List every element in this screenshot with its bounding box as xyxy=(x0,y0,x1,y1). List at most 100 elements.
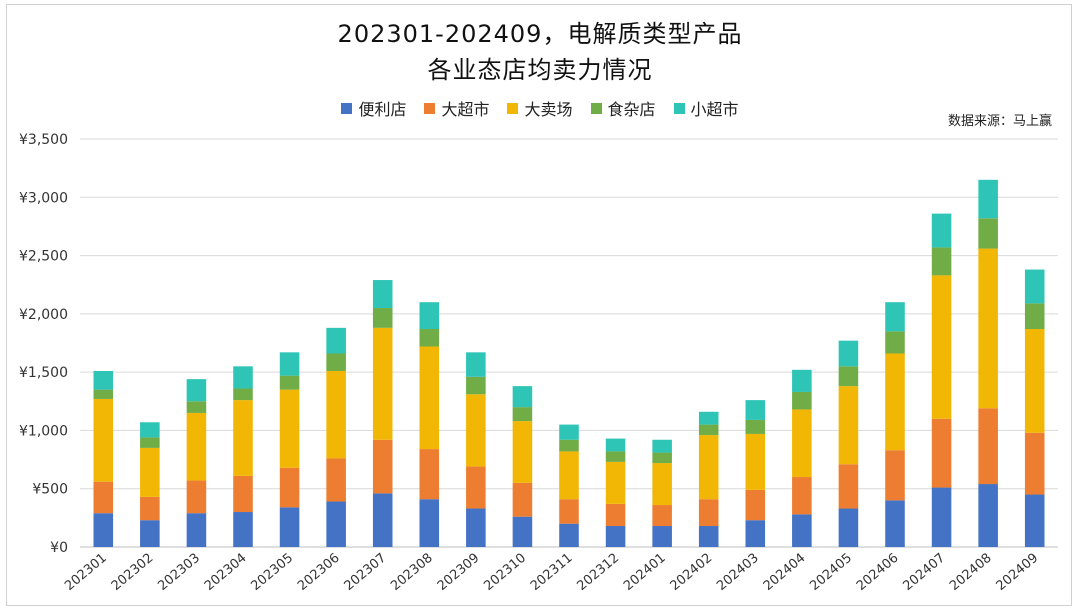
bar-segment xyxy=(838,386,859,465)
data-source-note: 数据来源：马上赢 xyxy=(947,114,1052,129)
chart-frame xyxy=(6,4,1072,606)
bar-segment xyxy=(279,389,300,468)
bar-segment xyxy=(233,512,253,547)
bar-segment xyxy=(559,424,579,440)
bar-segment xyxy=(140,520,160,547)
x-tick-label: 202408 xyxy=(947,551,995,594)
legend-label: 食杂店 xyxy=(607,100,656,119)
bar-segment xyxy=(792,514,812,547)
bar-segment xyxy=(559,499,579,524)
legend-swatch xyxy=(673,102,685,114)
legend-item-dachaoshi: 大超市 xyxy=(424,96,489,120)
bar-segment xyxy=(419,302,440,330)
bar-segment xyxy=(372,308,393,328)
legend-item-shizadian: 食杂店 xyxy=(590,96,656,120)
bar-segment xyxy=(419,329,440,347)
chart-title: 202301-202409，电解质类型产品 xyxy=(337,20,743,48)
bar-segment xyxy=(885,500,905,547)
bar-segment xyxy=(233,400,253,476)
x-tick-label: 202404 xyxy=(761,551,809,594)
bar-segment xyxy=(326,327,346,354)
bar-segment xyxy=(512,482,533,517)
bar-segment xyxy=(140,422,160,438)
x-tick-label: 202406 xyxy=(854,551,902,594)
bar-segment xyxy=(93,481,114,514)
bar-segment xyxy=(745,489,766,521)
bar-segment xyxy=(186,513,207,547)
x-tick-label: 202311 xyxy=(528,551,576,594)
bar-segment xyxy=(792,369,812,392)
bar-segment xyxy=(466,466,486,509)
bar-segment xyxy=(140,437,160,448)
legend-swatch xyxy=(424,102,436,114)
x-tick-label: 202403 xyxy=(714,551,762,594)
x-tick-label: 202307 xyxy=(342,551,390,594)
bar-segment xyxy=(652,439,672,453)
bar-segment xyxy=(279,507,300,547)
bar-segment xyxy=(1024,303,1045,330)
bar-segment xyxy=(512,386,533,408)
x-tick-label: 202309 xyxy=(435,551,483,594)
x-tick-label: 202305 xyxy=(248,551,296,594)
bar-segment xyxy=(186,379,207,402)
bar-segment xyxy=(978,484,998,547)
x-tick-label: 202312 xyxy=(574,551,622,594)
bar-segment xyxy=(466,352,486,377)
bar-segment xyxy=(233,366,253,389)
bar-segment xyxy=(512,421,533,483)
bar-segment xyxy=(792,409,812,478)
x-tick-label: 202310 xyxy=(481,551,529,594)
x-tick-label: 202405 xyxy=(807,551,855,594)
bar-segment xyxy=(326,458,346,502)
bar-segment xyxy=(93,398,114,482)
legend-swatch xyxy=(507,102,519,114)
bar-segment xyxy=(419,499,440,547)
bar-segment xyxy=(792,477,812,515)
bar-segment xyxy=(652,526,672,547)
bar-segment xyxy=(745,433,766,490)
bar-segment xyxy=(279,467,300,508)
bar-segment xyxy=(745,400,766,420)
bar-segment xyxy=(279,375,300,390)
bar-segment xyxy=(978,218,998,249)
bar-segment xyxy=(1024,329,1045,433)
bar-segment xyxy=(978,179,998,219)
bar-segment xyxy=(652,505,672,527)
chart-legend: 便利店 大超市 大卖场 食杂店 小超市 xyxy=(0,96,1080,120)
bar-segment xyxy=(233,388,253,401)
bar-segment xyxy=(698,424,719,436)
legend-item-bianlidian: 便利店 xyxy=(341,96,406,120)
bar-segment xyxy=(419,346,440,450)
y-tick-label: ¥2,500 xyxy=(19,249,68,265)
legend-label: 小超市 xyxy=(690,100,739,119)
bar-segment xyxy=(838,366,859,387)
bar-segment xyxy=(838,508,859,547)
bar-segment xyxy=(559,523,579,547)
bar-segment xyxy=(1024,269,1045,304)
bar-segment xyxy=(466,376,486,395)
bar-segment xyxy=(140,496,160,521)
x-tick-label: 202409 xyxy=(994,551,1042,594)
bar-segment xyxy=(838,340,859,367)
bar-segment xyxy=(838,464,859,509)
y-tick-label: ¥0 xyxy=(50,540,68,556)
x-tick-label: 202401 xyxy=(621,551,669,594)
bar-segment xyxy=(512,516,533,547)
bar-segment xyxy=(698,499,719,527)
x-tick-label: 202302 xyxy=(109,551,157,594)
bar-segment xyxy=(652,463,672,506)
bar-segment xyxy=(512,407,533,422)
bar-segment xyxy=(326,353,346,371)
bar-segment xyxy=(279,352,300,376)
bar-segment xyxy=(885,353,905,451)
legend-swatch xyxy=(590,102,602,114)
bar-segment xyxy=(931,247,952,276)
y-tick-label: ¥1,500 xyxy=(19,365,68,381)
bar-segment xyxy=(186,412,207,481)
bar-segment xyxy=(466,508,486,547)
bar-segment xyxy=(419,449,440,500)
bar-segment xyxy=(372,327,393,440)
bar-segment xyxy=(792,391,812,410)
bar-segment xyxy=(931,275,952,419)
